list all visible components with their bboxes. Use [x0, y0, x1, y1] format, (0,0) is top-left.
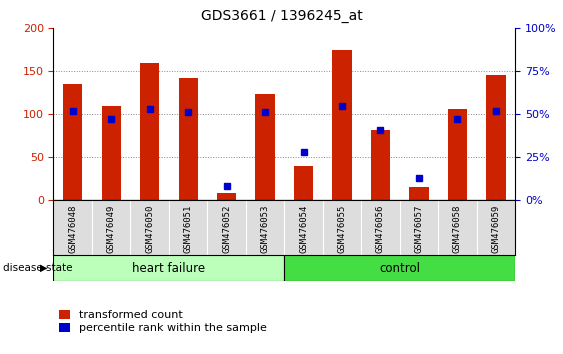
Text: GSM476059: GSM476059 [491, 204, 501, 253]
Bar [332, 50, 352, 200]
Bar [63, 84, 82, 200]
Bar [101, 105, 121, 200]
Bar [284, 255, 515, 281]
Bar [178, 78, 198, 200]
Text: heart failure: heart failure [132, 262, 205, 275]
Bar [409, 187, 428, 200]
Text: GSM476058: GSM476058 [453, 204, 462, 253]
Text: GSM476056: GSM476056 [376, 204, 385, 253]
Text: GSM476057: GSM476057 [414, 204, 423, 253]
Text: ▶: ▶ [41, 263, 48, 273]
Bar [53, 255, 284, 281]
Text: GSM476053: GSM476053 [261, 204, 270, 253]
Bar [256, 95, 275, 200]
Text: GSM476055: GSM476055 [338, 204, 346, 253]
Bar [217, 193, 236, 200]
Text: disease state: disease state [3, 263, 72, 273]
Bar [371, 130, 390, 200]
Text: GSM476049: GSM476049 [107, 204, 115, 253]
Text: GSM476054: GSM476054 [299, 204, 308, 253]
Text: GDS3661 / 1396245_at: GDS3661 / 1396245_at [200, 9, 363, 23]
Bar [294, 166, 313, 200]
Bar [140, 63, 159, 200]
Text: GSM476050: GSM476050 [145, 204, 154, 253]
Bar [486, 75, 506, 200]
Text: GSM476051: GSM476051 [184, 204, 193, 253]
Bar [448, 109, 467, 200]
Text: control: control [379, 262, 420, 275]
Text: GSM476048: GSM476048 [68, 204, 77, 253]
Text: GSM476052: GSM476052 [222, 204, 231, 253]
Legend: transformed count, percentile rank within the sample: transformed count, percentile rank withi… [59, 310, 267, 333]
